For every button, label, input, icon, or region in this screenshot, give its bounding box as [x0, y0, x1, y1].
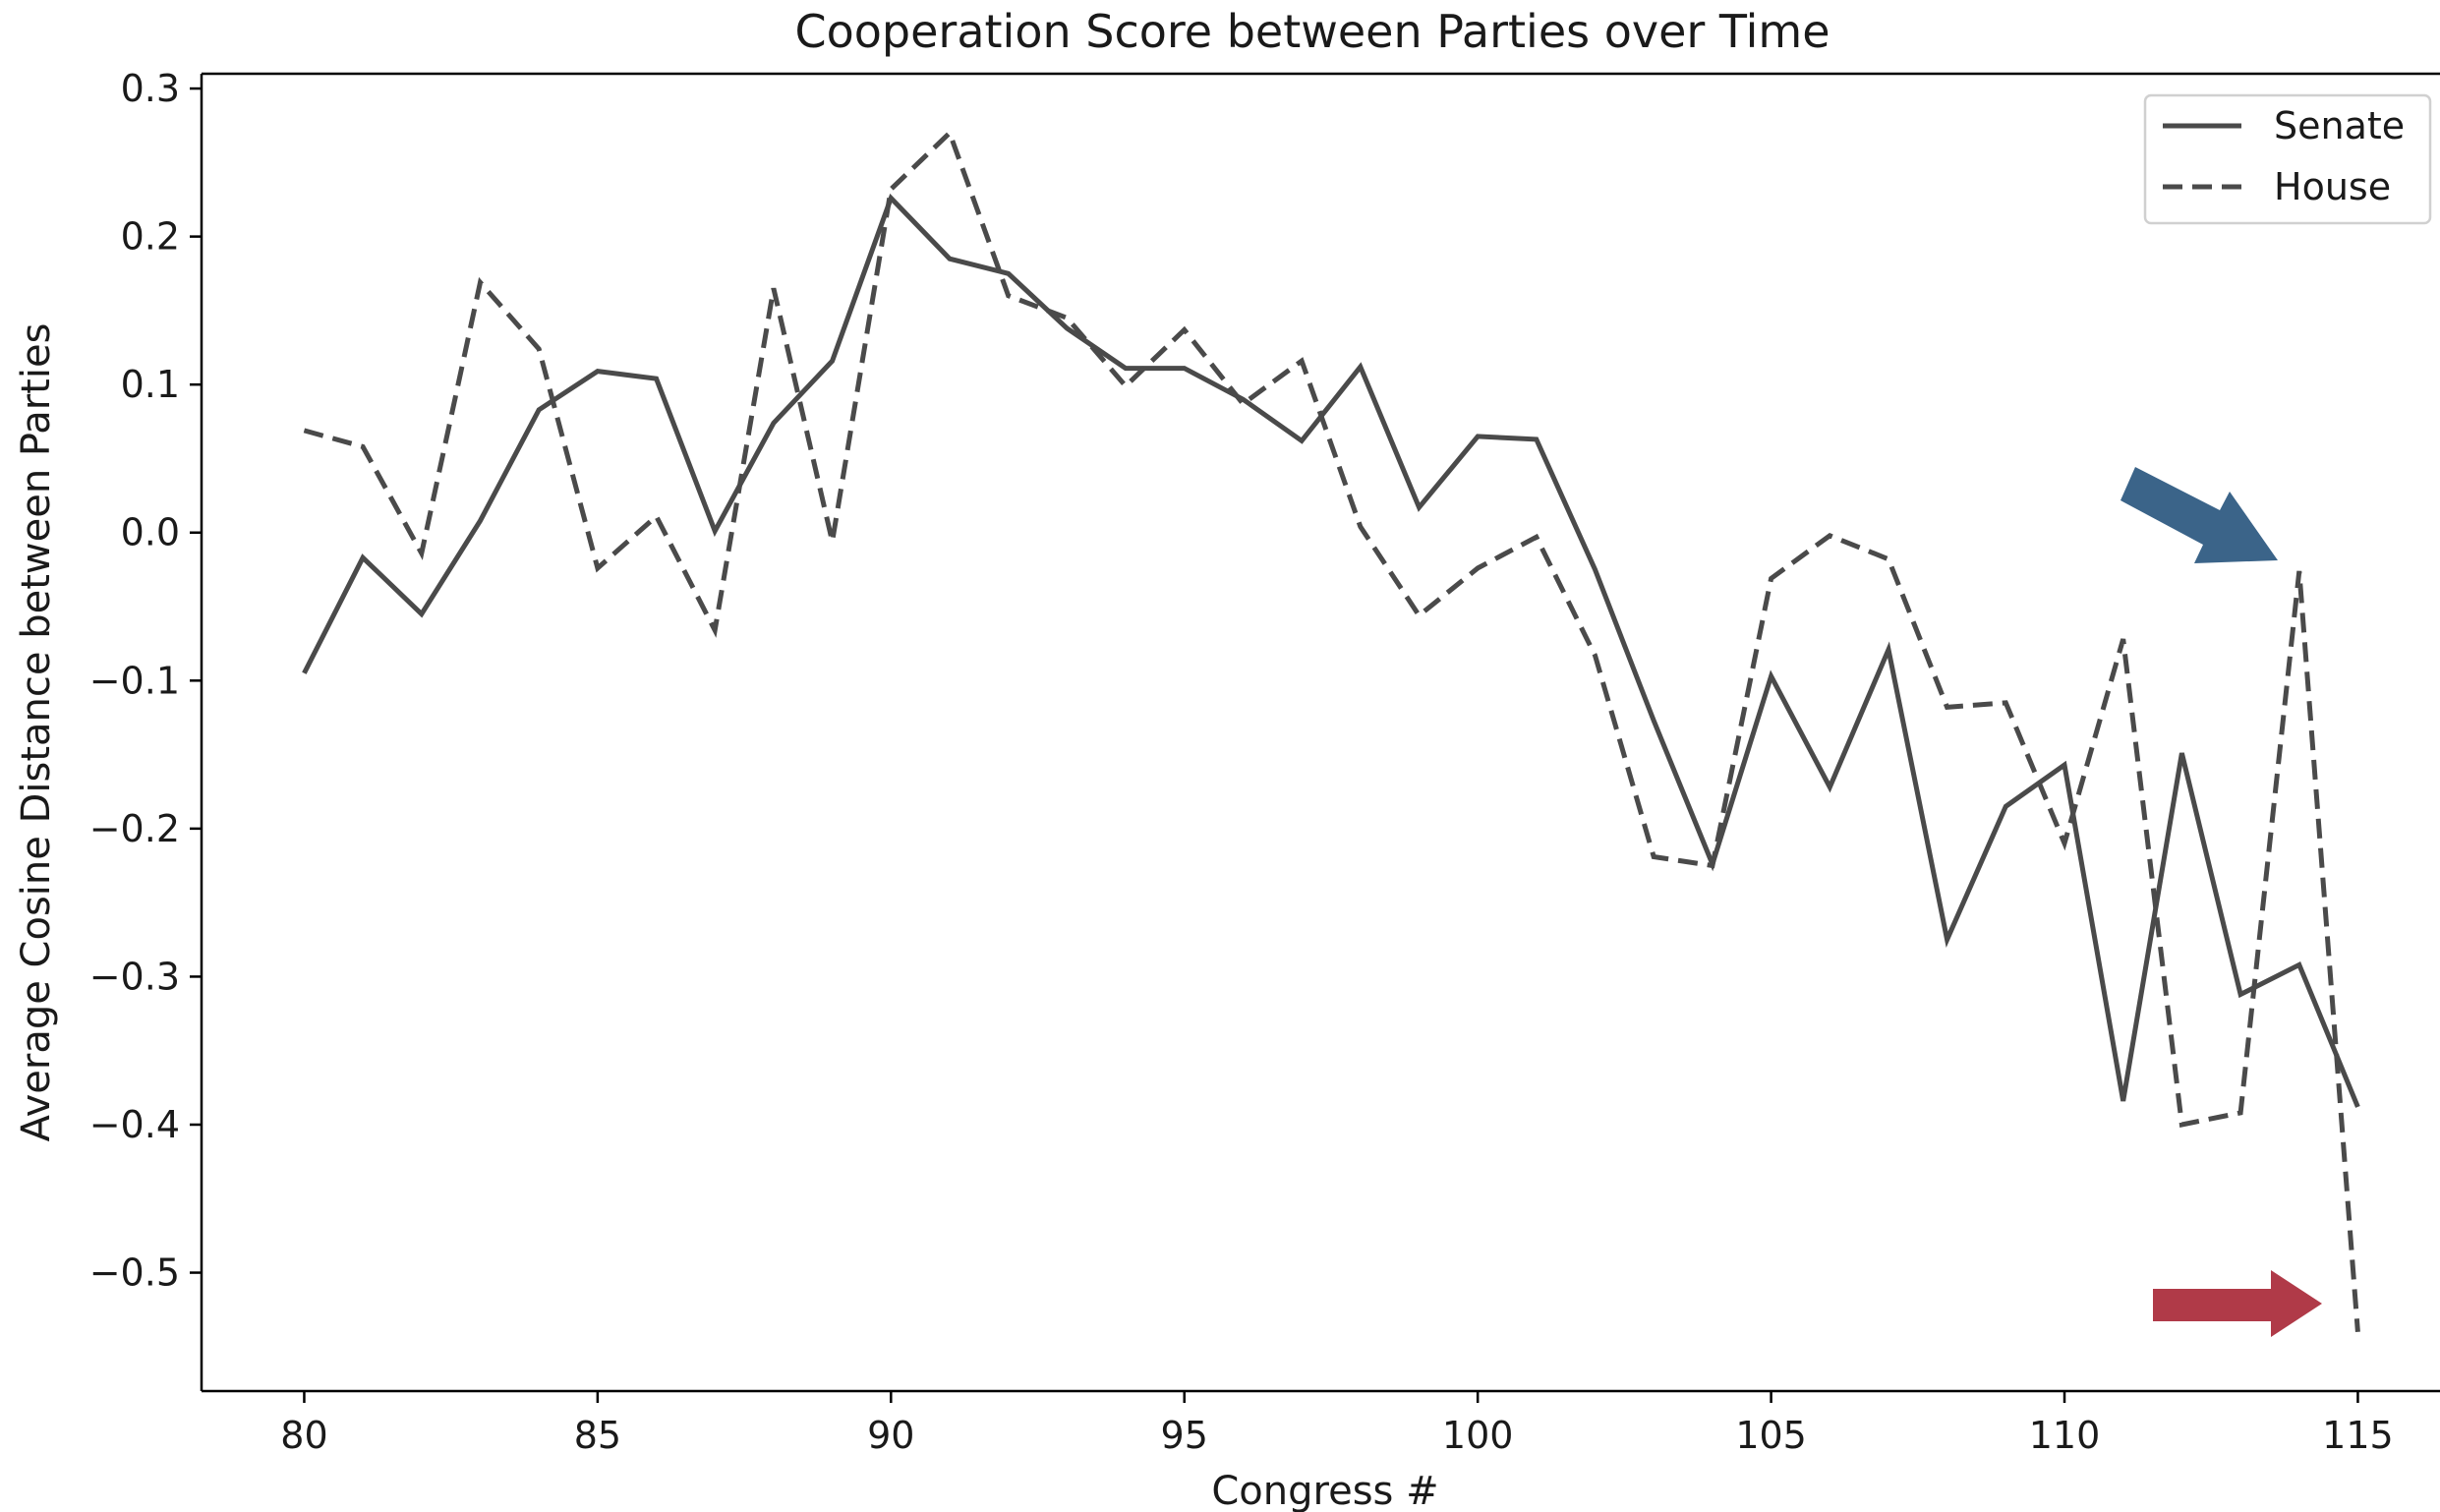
x-tick-label: 80 [280, 1414, 327, 1457]
plot-area: 0.3 0.2 0.1 0.0 −0.1 −0.2 −0.3 −0.4 −0.5 80 85 90 95… [89, 67, 2440, 1457]
y-tick-label: 0.3 [121, 67, 180, 110]
x-tick-label: 110 [2029, 1414, 2101, 1457]
series-line-house [303, 128, 2360, 1332]
annotation-arrow-red [2153, 1270, 2322, 1337]
y-tick-label: 0.2 [121, 215, 180, 259]
y-axis-label: Average Cosine Distance between Parties [14, 323, 59, 1142]
x-tick-label: 90 [867, 1414, 914, 1457]
series-line-senate [302, 193, 2360, 1108]
y-tick-label: −0.3 [89, 955, 180, 998]
y-tick-label: −0.1 [89, 659, 180, 702]
y-tick-label: 0.1 [121, 363, 180, 406]
chart-title: Cooperation Score between Parties over T… [795, 5, 1830, 58]
x-tick-label: 85 [574, 1414, 621, 1457]
annotations [2120, 467, 2322, 1337]
annotation-arrow-blue [2120, 467, 2278, 563]
y-tick-label: 0.0 [121, 511, 180, 554]
legend: Senate House [2143, 93, 2432, 225]
x-tick-label: 100 [1442, 1414, 1514, 1457]
legend-label-senate: Senate [2274, 104, 2405, 147]
legend-label-house: House [2274, 165, 2391, 208]
y-tick-label: −0.2 [89, 807, 180, 850]
x-tick-label: 95 [1161, 1414, 1208, 1457]
x-tick-label: 115 [2322, 1414, 2394, 1457]
y-tick-label: −0.5 [89, 1251, 180, 1295]
x-axis-label: Congress # [1211, 1469, 1438, 1512]
x-tick-label: 105 [1735, 1414, 1807, 1457]
y-tick-label: −0.4 [89, 1103, 180, 1146]
